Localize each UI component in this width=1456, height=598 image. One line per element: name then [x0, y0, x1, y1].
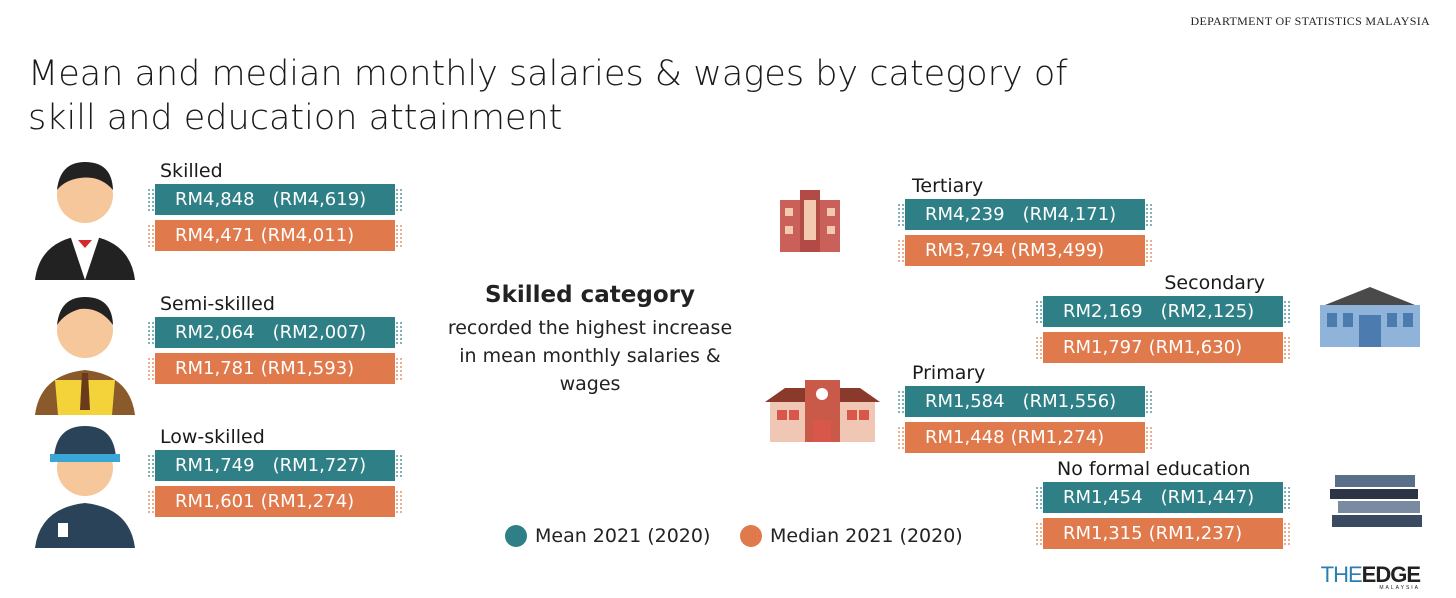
legend-label: Median 2021 (2020): [770, 525, 963, 547]
median-bar: RM1,781 (RM1,593): [147, 353, 403, 384]
category-label: Secondary: [1164, 272, 1265, 294]
mean-bar: RM1,584 (RM1,556): [897, 386, 1153, 417]
note: Skilled category recorded the highest in…: [440, 282, 740, 398]
mean-value: RM4,239: [925, 204, 1005, 225]
median-bar: RM3,794 (RM3,499): [897, 235, 1153, 266]
mean-bar: RM4,848 (RM4,619): [147, 184, 403, 215]
median-previous: (RM1,274): [260, 491, 355, 512]
legend-swatch: [505, 525, 527, 547]
title: Mean and median monthly salaries & wages…: [28, 54, 1068, 138]
secondary-icon: [1320, 287, 1420, 347]
category-label: No formal education: [1057, 458, 1251, 480]
mean-previous: (RM2,007): [272, 322, 367, 343]
books-icon: [1330, 475, 1422, 527]
category-label: Semi-skilled: [160, 293, 275, 315]
legend-mean: Mean 2021 (2020): [505, 525, 710, 547]
mean-value: RM4,848: [175, 189, 255, 210]
median-value: RM1,601: [175, 491, 255, 512]
mean-previous: (RM4,619): [272, 189, 367, 210]
low-skilled-icon: [35, 426, 135, 548]
mean-value: RM1,749: [175, 455, 255, 476]
logo-the: THE: [1320, 562, 1363, 587]
semi-skilled-icon: [35, 297, 135, 415]
mean-previous: (RM1,447): [1160, 487, 1255, 508]
mean-value: RM2,169: [1063, 301, 1143, 322]
source: DEPARTMENT OF STATISTICS MALAYSIA: [1190, 14, 1430, 28]
mean-value: RM2,064: [175, 322, 255, 343]
median-previous: (RM1,237): [1148, 523, 1243, 544]
median-value: RM1,448: [925, 427, 1005, 448]
median-bar: RM1,797 (RM1,630): [1035, 332, 1291, 363]
median-value: RM4,471: [175, 225, 255, 246]
category-label: Low-skilled: [160, 426, 265, 448]
mean-previous: (RM2,125): [1160, 301, 1255, 322]
mean-value: RM1,584: [925, 391, 1005, 412]
note-heading: Skilled category: [485, 282, 695, 308]
mean-bar: RM4,239 (RM4,171): [897, 199, 1153, 230]
mean-bar: RM2,064 (RM2,007): [147, 317, 403, 348]
median-value: RM1,315: [1063, 523, 1143, 544]
median-value: RM1,797: [1063, 337, 1143, 358]
primary-icon: [765, 380, 880, 442]
category-label: Skilled: [160, 160, 223, 182]
legend-swatch: [740, 525, 762, 547]
median-bar: RM1,315 (RM1,237): [1035, 518, 1291, 549]
median-previous: (RM1,630): [1148, 337, 1243, 358]
median-previous: (RM1,274): [1010, 427, 1105, 448]
mean-previous: (RM1,556): [1022, 391, 1117, 412]
logo: THEEDGE MALAYSIA: [1320, 562, 1421, 591]
mean-bar: RM1,749 (RM1,727): [147, 450, 403, 481]
people-icons: [35, 162, 135, 548]
mean-value: RM1,454: [1063, 487, 1143, 508]
category-label: Tertiary: [912, 175, 984, 197]
legend-label: Mean 2021 (2020): [535, 525, 711, 547]
note-body: recorded the highest increase in mean mo…: [447, 317, 733, 395]
median-bar: RM4,471 (RM4,011): [147, 220, 403, 251]
median-bar: RM1,448 (RM1,274): [897, 422, 1153, 453]
skilled-icon: [35, 162, 135, 280]
median-previous: (RM3,499): [1010, 240, 1105, 261]
median-value: RM1,781: [175, 358, 255, 379]
mean-bar: RM1,454 (RM1,447): [1035, 482, 1291, 513]
mean-previous: (RM4,171): [1022, 204, 1117, 225]
category-label: Primary: [912, 362, 986, 384]
logo-edge: EDGE: [1361, 562, 1421, 587]
median-previous: (RM1,593): [260, 358, 355, 379]
median-bar: RM1,601 (RM1,274): [147, 486, 403, 517]
tertiary-icon: [780, 190, 840, 252]
mean-previous: (RM1,727): [272, 455, 367, 476]
mean-bar: RM2,169 (RM2,125): [1035, 296, 1291, 327]
median-previous: (RM4,011): [260, 225, 355, 246]
median-value: RM3,794: [925, 240, 1005, 261]
logo-sub: MALAYSIA: [1379, 585, 1420, 591]
legend-median: Median 2021 (2020): [740, 525, 963, 547]
